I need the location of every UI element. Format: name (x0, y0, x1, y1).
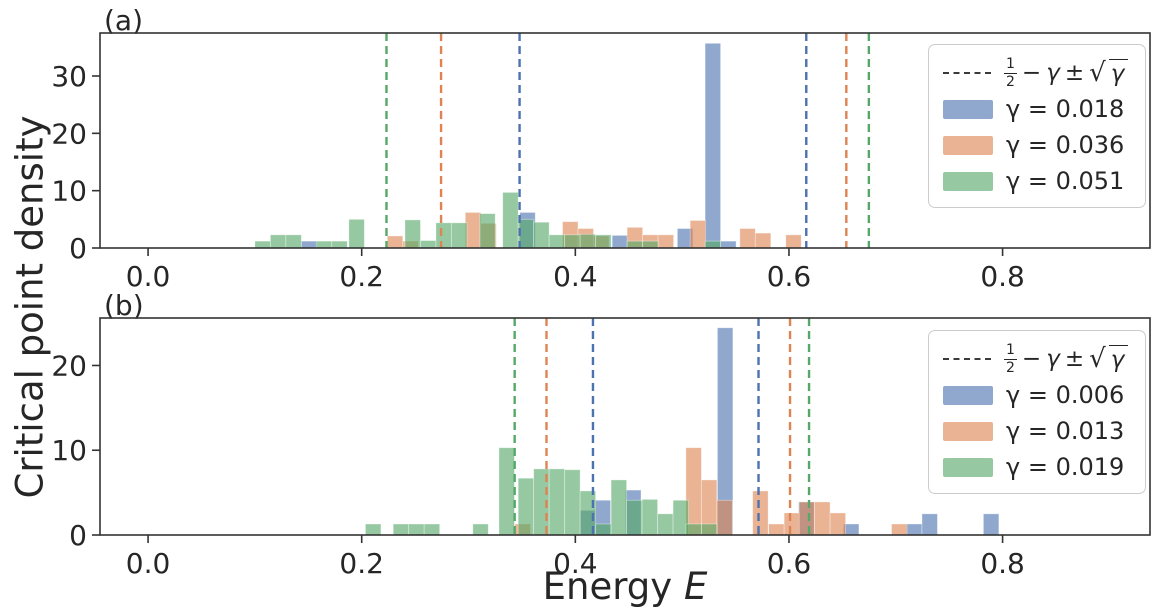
legend-swatch-green (943, 171, 993, 191)
panel-label-a: (a) (104, 4, 144, 37)
panel-label-b: (b) (104, 289, 144, 322)
svg-text:0: 0 (69, 519, 87, 552)
svg-text:0.0: 0.0 (126, 260, 171, 293)
svg-text:10: 10 (51, 434, 87, 467)
svg-text:0.8: 0.8 (980, 547, 1025, 580)
svg-text:0.2: 0.2 (339, 260, 384, 293)
legend-swatch-blue (943, 385, 993, 405)
legend-entry: γ = 0.019 (943, 449, 1131, 485)
svg-text:0.4: 0.4 (553, 260, 598, 293)
svg-text:0.6: 0.6 (767, 547, 812, 580)
svg-text:0.4: 0.4 (553, 547, 598, 580)
legend-label: γ = 0.019 (1006, 453, 1125, 481)
svg-text:0.6: 0.6 (767, 260, 812, 293)
svg-text:0.2: 0.2 (339, 547, 384, 580)
x-axis-label-variable: E (683, 565, 708, 608)
legend-label: γ = 0.006 (1006, 381, 1125, 409)
svg-text:0.0: 0.0 (126, 547, 171, 580)
legend-swatch-green (943, 457, 993, 477)
svg-text:30: 30 (51, 60, 87, 93)
svg-text:20: 20 (51, 349, 87, 382)
legend-swatch-orange (943, 135, 993, 155)
svg-text:10: 10 (51, 175, 87, 208)
histogram-plot-b: 0.0 0.2 0.4 0.6 0.8 0 10 20 (51, 317, 1151, 580)
legend-entry: γ = 0.051 (943, 163, 1131, 199)
dashed-line-sample (943, 358, 991, 360)
legend-label: γ = 0.013 (1006, 417, 1125, 445)
svg-text:0.8: 0.8 (980, 260, 1025, 293)
legend-label: γ = 0.018 (1006, 95, 1125, 123)
x-axis-label-text: Energy (542, 565, 673, 608)
legend-entry: γ = 0.013 (943, 413, 1131, 449)
svg-text:20: 20 (51, 117, 87, 150)
legend-label: γ = 0.051 (1006, 167, 1125, 195)
y-axis-label: Critical point density (8, 115, 52, 499)
legend-entry: γ = 0.018 (943, 91, 1131, 127)
legend-swatch-orange (943, 421, 993, 441)
x-axis-label: Energy E (543, 565, 708, 608)
legend-label: γ = 0.036 (1006, 131, 1125, 159)
dashed-line-sample (943, 72, 991, 74)
legend-swatch-blue (943, 99, 993, 119)
legend-entry: γ = 0.036 (943, 127, 1131, 163)
legend-entry: γ = 0.006 (943, 377, 1131, 413)
svg-text:0: 0 (69, 232, 87, 265)
histogram-plot-a: 0.0 0.2 0.4 0.6 0.8 0 10 20 30 (51, 32, 1151, 293)
